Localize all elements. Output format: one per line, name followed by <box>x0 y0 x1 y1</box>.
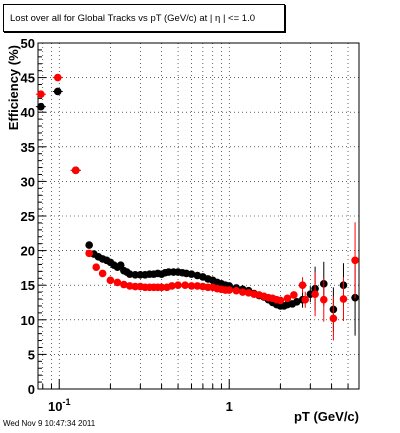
data-point <box>106 276 115 285</box>
x-axis-label: pT (GeV/c) <box>294 409 359 424</box>
data-point <box>329 314 338 323</box>
data-point <box>53 87 62 96</box>
data-point <box>232 286 241 295</box>
y-tick-label: 30 <box>21 174 35 189</box>
data-point <box>113 278 122 287</box>
data-point <box>37 102 45 111</box>
y-tick-label: 10 <box>21 313 35 328</box>
y-tick-label: 15 <box>21 278 35 293</box>
data-point <box>98 269 107 278</box>
chart-title: Lost over all for Global Tracks vs pT (G… <box>10 12 256 24</box>
data-point <box>225 286 234 294</box>
data-point <box>339 295 348 303</box>
series-red <box>35 73 359 341</box>
data-point <box>92 263 101 272</box>
data-point <box>53 73 62 82</box>
data-point <box>283 294 292 303</box>
data-point <box>37 90 45 99</box>
x-tick-label: 10-1 <box>48 397 70 414</box>
data-point <box>181 281 189 290</box>
data-point <box>301 295 310 304</box>
y-tick-label: 25 <box>21 209 35 224</box>
data-point <box>238 288 247 296</box>
y-axis-label: Efficiency (%) <box>6 45 21 130</box>
y-tick-label: 5 <box>28 347 35 362</box>
y-tick-label: 40 <box>21 105 35 120</box>
timestamp-footer: Wed Nov 9 10:47:34 2011 <box>3 419 96 428</box>
axis-ticks: 0 5 10 15 20 25 30 35 40 45 50 10-1 1 <box>21 36 349 414</box>
data-point <box>311 290 319 298</box>
data-point <box>157 283 166 292</box>
y-tick-label: 35 <box>21 140 35 155</box>
data-point <box>85 249 93 258</box>
y-tick-label: 45 <box>21 71 35 86</box>
y-tick-label: 0 <box>28 382 35 397</box>
data-point <box>319 295 328 304</box>
grid <box>38 43 359 389</box>
data-point <box>116 261 125 269</box>
x-tick-label: 1 <box>226 399 233 414</box>
data-point <box>168 282 176 290</box>
y-tick-label: 50 <box>21 36 35 51</box>
data-point <box>351 256 359 265</box>
chart-title-box: Lost over all for Global Tracks vs pT (G… <box>3 4 285 32</box>
data-point <box>290 291 298 299</box>
data-point <box>298 281 307 290</box>
y-tick-label: 20 <box>21 244 35 259</box>
data-point <box>187 270 196 278</box>
data-point <box>276 296 285 305</box>
data-point <box>85 241 93 249</box>
data-point <box>187 282 196 290</box>
data-point <box>174 281 182 290</box>
data-point <box>71 166 80 175</box>
data-point <box>120 280 128 289</box>
